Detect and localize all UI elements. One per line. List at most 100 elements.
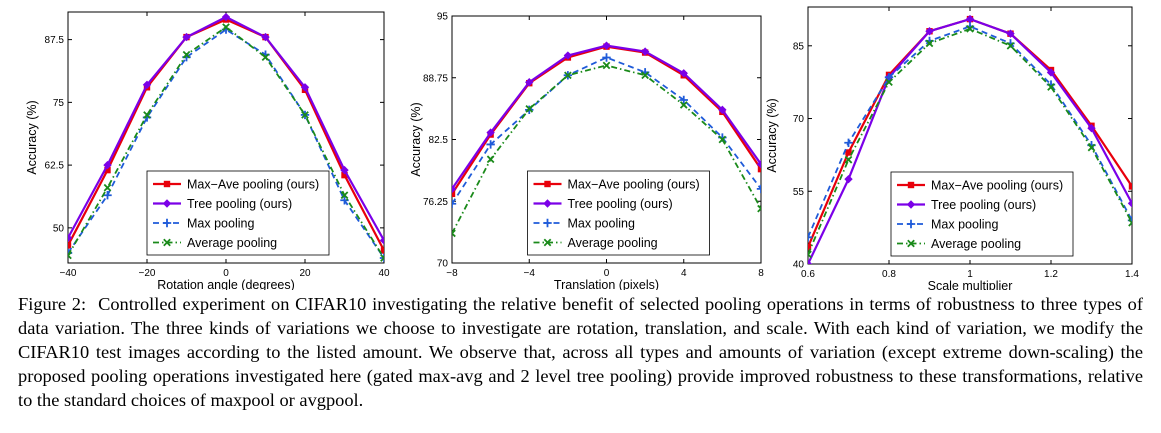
legend-label-4: Average pooling: [568, 236, 658, 250]
legend-label-1: Max−Ave pooling (ours): [931, 179, 1063, 193]
legend-label-2: Tree pooling (ours): [931, 198, 1036, 212]
y-axis-label: Accuracy (%): [765, 98, 779, 172]
data-point: [885, 78, 893, 86]
data-point: [679, 69, 688, 78]
legend-label-2: Tree pooling (ours): [568, 197, 673, 211]
data-point: [757, 165, 761, 173]
data-point: [808, 233, 813, 242]
data-point: [486, 155, 495, 164]
data-point: [103, 183, 112, 192]
data-point: [1046, 68, 1056, 77]
x-tick-label: −40: [60, 268, 77, 279]
data-point: [844, 138, 853, 147]
data-point: [68, 242, 72, 249]
data-point: [222, 23, 230, 31]
x-tick-label: −4: [524, 268, 536, 279]
y-axis-label: Accuracy (%): [409, 102, 423, 176]
y-tick-label: 82.5: [429, 135, 449, 146]
data-point: [679, 95, 688, 105]
legend-label-3: Max pooling: [187, 217, 254, 231]
x-tick-label: 1.2: [1044, 269, 1058, 280]
data-point: [486, 128, 495, 137]
legend-marker: [543, 199, 552, 208]
legend-label-4: Average pooling: [931, 237, 1021, 251]
y-tick-label: 88.75: [423, 73, 448, 84]
legend-label-3: Max pooling: [568, 217, 635, 231]
y-tick-label: 70: [437, 259, 449, 270]
data-point: [1087, 143, 1096, 152]
y-tick-label: 87.5: [45, 35, 65, 46]
data-point: [1006, 29, 1015, 38]
series-line-4: [452, 64, 761, 234]
legend-label-4: Average pooling: [187, 236, 277, 250]
data-point: [261, 53, 270, 62]
y-tick-label: 40: [793, 260, 805, 271]
data-point: [1047, 83, 1055, 91]
data-point: [380, 247, 384, 254]
data-point: [103, 160, 112, 170]
plot-area: [68, 12, 384, 263]
data-point: [103, 191, 112, 200]
data-point: [966, 24, 974, 33]
data-point: [68, 251, 72, 260]
data-point: [104, 166, 111, 174]
data-point: [756, 160, 761, 169]
data-point: [1127, 199, 1132, 208]
data-point: [341, 171, 348, 179]
plot-area: [808, 14, 1132, 264]
y-tick-label: 50: [53, 223, 65, 234]
data-point: [1006, 41, 1015, 50]
y-tick-label: 70: [793, 114, 805, 125]
x-tick-label: 0.8: [882, 269, 896, 280]
data-point: [182, 50, 191, 59]
data-point: [602, 41, 611, 50]
data-point: [525, 105, 534, 113]
legend: Max−Ave pooling (ours) Tree pooling (ours…: [146, 170, 330, 256]
data-point: [143, 111, 151, 119]
data-point: [844, 174, 853, 184]
chart-1: −40 −20 0 20 40 50 62.5 75 87.5 Rotation angle (d…: [25, 11, 390, 290]
data-point: [602, 53, 611, 62]
legend: Max−Ave pooling (ours) Tree pooling (ours…: [527, 170, 710, 256]
data-point: [340, 191, 349, 200]
data-point: [564, 71, 572, 80]
data-point: [925, 27, 934, 36]
x-tick-label: 0: [604, 268, 610, 279]
data-point: [301, 111, 309, 119]
x-tick-label: 40: [378, 268, 390, 279]
x-tick-label: 0: [223, 268, 229, 279]
chart-2: −8 −4 0 4 8 70 76.25 82.5 88.75 95 Translation (pi…: [409, 12, 764, 291]
legend-marker: [907, 239, 915, 248]
x-tick-label: −20: [139, 268, 156, 279]
data-point: [641, 71, 649, 80]
legend-label-1: Max−Ave pooling (ours): [568, 178, 700, 192]
x-tick-label: −8: [446, 268, 458, 279]
data-point: [925, 39, 934, 48]
chart-3: 0.6 0.8 1 1.2 1.4 40 55 70 85 Scale multiplier Acc…: [765, 6, 1139, 290]
series-line-3: [452, 56, 761, 205]
x-tick-label: 0.6: [801, 269, 815, 280]
data-point: [844, 155, 853, 164]
data-point: [1087, 124, 1096, 133]
x-tick-label: 20: [299, 268, 311, 279]
data-point: [486, 140, 495, 149]
data-point: [221, 12, 231, 22]
data-point: [142, 80, 152, 89]
data-point: [261, 32, 270, 42]
data-point: [379, 253, 384, 263]
x-tick-label: 1: [967, 269, 973, 280]
series-line-2: [452, 44, 761, 190]
legend-label-2: Tree pooling (ours): [187, 197, 292, 211]
caption-label: Figure 2:: [18, 294, 87, 314]
data-point: [679, 101, 688, 109]
x-axis-label: Scale multiplier: [928, 279, 1013, 290]
legend: Max−Ave pooling (ours) Tree pooling (ours…: [890, 171, 1074, 257]
data-point: [808, 259, 813, 264]
y-tick-label: 95: [437, 12, 449, 23]
data-point: [452, 190, 456, 198]
x-tick-label: 8: [758, 268, 764, 279]
data-point: [718, 135, 727, 144]
y-tick-label: 85: [793, 41, 805, 52]
data-point: [525, 77, 534, 87]
data-point: [68, 233, 73, 243]
